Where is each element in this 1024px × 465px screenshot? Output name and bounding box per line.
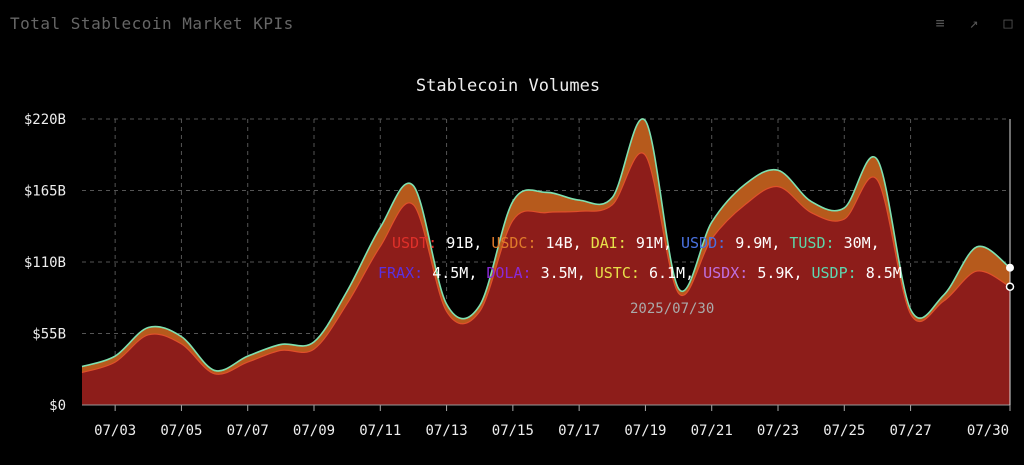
tooltip-series-value: 9.9M xyxy=(735,234,772,252)
x-tick-label: 07/23 xyxy=(757,423,799,439)
tooltip-item: USDP: 8.5M xyxy=(811,264,902,282)
cursor-point-usdt xyxy=(1005,282,1015,291)
tooltip-series-name: USDD xyxy=(681,234,718,252)
x-tick-label: 07/15 xyxy=(492,423,534,439)
x-tick-label: 07/05 xyxy=(160,423,202,439)
x-tick-label: 07/07 xyxy=(227,423,269,439)
tooltip-item: DOLA: 3.5M, xyxy=(486,264,595,282)
tooltip-series-name: USDP xyxy=(811,264,848,282)
y-tick-label: $110B xyxy=(24,255,66,271)
tooltip-date: 2025/07/30 xyxy=(630,301,715,317)
tooltip-series-name: FRAX xyxy=(378,264,415,282)
tooltip-series-name: DOLA xyxy=(486,264,523,282)
tooltip-item: USDD: 9.9M, xyxy=(681,234,790,252)
tooltip-item: USDC: 14B, xyxy=(491,234,591,252)
tooltip-line-2: FRAX: 4.5M, DOLA: 3.5M, USTC: 6.1M, USDX… xyxy=(330,258,1020,288)
y-tick-label: $0 xyxy=(49,398,66,414)
axes: $0 $55B $110B $165B $220B 07/03 07/05 07/07 07/0… xyxy=(24,112,1011,439)
cursor-point-total xyxy=(1006,263,1014,272)
panel-title: Total Stablecoin Market KPIs xyxy=(10,14,294,33)
x-tick-label: 07/03 xyxy=(94,423,136,439)
tooltip-item: USDT: 91B, xyxy=(392,234,492,252)
tooltip-series-name: TUSD xyxy=(789,234,826,252)
tooltip-series-value: 91B xyxy=(446,234,474,252)
tooltip-series-value: 5.9K xyxy=(757,264,794,282)
tooltip-item: TUSD: 30M, xyxy=(789,234,880,252)
chart-title: Stablecoin Volumes xyxy=(416,76,600,96)
tooltip-series-name: USTC xyxy=(594,264,631,282)
hover-cursor xyxy=(1005,119,1015,405)
tooltip-series-name: DAI xyxy=(590,234,618,252)
y-tick-label: $220B xyxy=(24,112,66,128)
tooltip-series-name: USDX xyxy=(703,264,740,282)
x-tick-label: 07/27 xyxy=(889,423,931,439)
tooltip-series-value: 30M xyxy=(843,234,871,252)
window-icon[interactable]: □ xyxy=(1003,14,1013,32)
tooltip-series-value: 8.5M xyxy=(865,264,902,282)
y-tick-label: $165B xyxy=(24,184,66,200)
tooltip-series-value: 14B xyxy=(545,234,573,252)
x-tick-label: 07/30 xyxy=(967,423,1009,439)
x-tick-label: 07/19 xyxy=(624,423,666,439)
x-tick-label: 07/13 xyxy=(425,423,467,439)
tooltip-series-name: USDC xyxy=(491,234,528,252)
tooltip-series-value: 3.5M xyxy=(540,264,577,282)
panel-toolbar: ≡ ↗ □ xyxy=(932,14,1016,32)
tooltip-series-name: USDT xyxy=(392,234,429,252)
tooltip-item: USDX: 5.9K, xyxy=(703,264,812,282)
tooltip-series-value: 4.5M xyxy=(432,264,469,282)
y-tick-label: $55B xyxy=(32,327,66,343)
tooltip: USDT: 91B, USDC: 14B, DAI: 91M, USDD: 9.… xyxy=(330,228,1020,317)
tooltip-item: DAI: 91M, xyxy=(590,234,681,252)
tooltip-line-1: USDT: 91B, USDC: 14B, DAI: 91M, USDD: 9.… xyxy=(330,228,1020,258)
tooltip-item: USTC: 6.1M, xyxy=(594,264,704,282)
stacked-areas xyxy=(81,118,1011,406)
line-total xyxy=(81,118,1011,372)
x-tick-label: 07/11 xyxy=(359,423,401,439)
x-tick-label: 07/25 xyxy=(823,423,865,439)
tooltip-item: FRAX: 4.5M, xyxy=(378,264,487,282)
tooltip-series-value: 91M xyxy=(635,234,663,252)
x-tick-label: 07/21 xyxy=(691,423,733,439)
area-usdt xyxy=(82,152,1010,405)
x-tick-label: 07/17 xyxy=(558,423,600,439)
expand-icon[interactable]: ↗ xyxy=(969,14,979,32)
line-usdt xyxy=(81,152,1011,375)
x-tick-label: 07/09 xyxy=(293,423,335,439)
tooltip-series-value: 6.1M xyxy=(648,264,686,282)
menu-icon[interactable]: ≡ xyxy=(935,14,945,32)
